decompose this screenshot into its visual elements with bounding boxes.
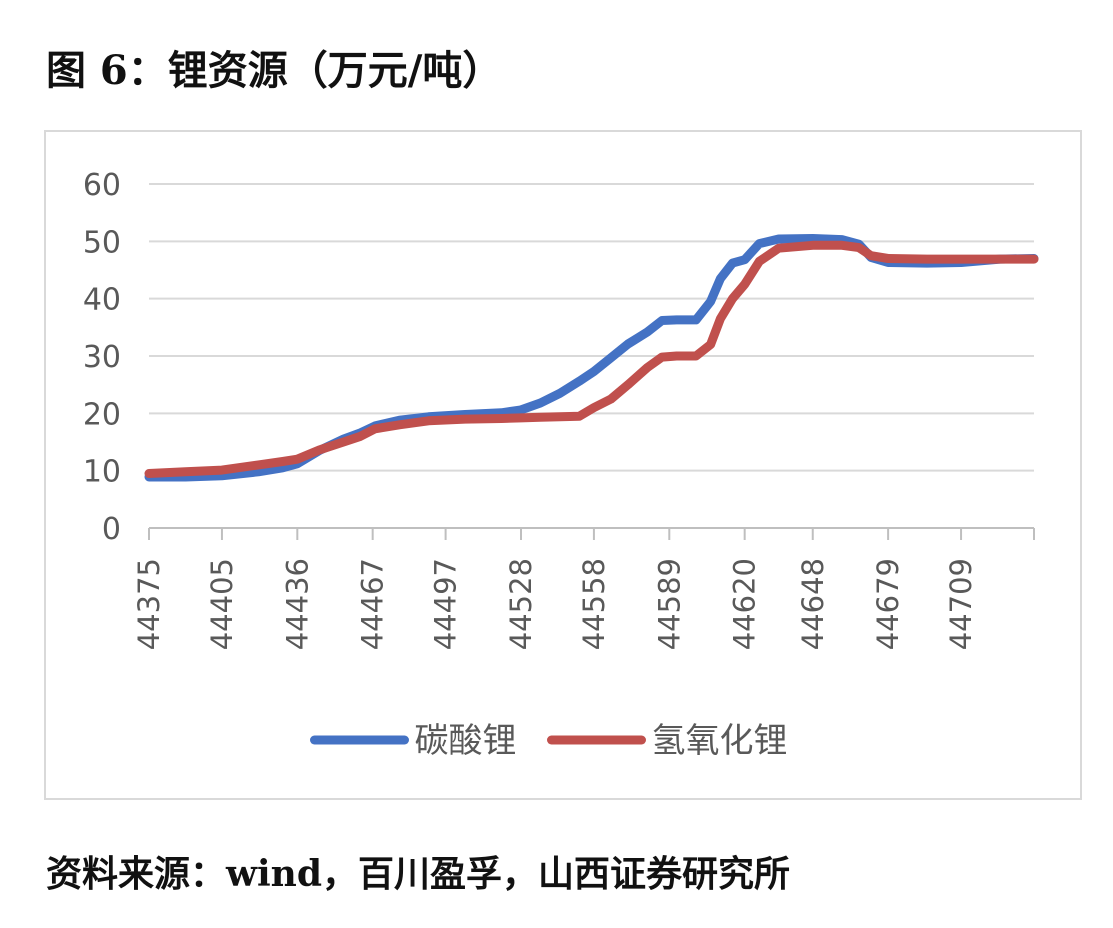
figure-source: 资料来源：wind，百川盈孚，山西证券研究所 <box>46 853 791 895</box>
figure-title: 图 6：锂资源（万元/吨） <box>46 47 503 94</box>
x-tick-label: 44467 <box>356 558 390 650</box>
x-tick-label: 44558 <box>577 558 611 650</box>
x-axis-ticks: 44375 44405 44436 44467 44497 44528 44558 44589… <box>132 558 978 650</box>
x-tick-label: 44497 <box>429 558 463 650</box>
grid-lines <box>148 183 1035 540</box>
y-tick-label: 30 <box>83 340 121 375</box>
legend: 碳酸锂 氢氧化锂 <box>310 721 788 761</box>
chart-frame: 0 10 20 30 40 50 60 44375 44405 44436 44467 44497 4… <box>44 130 1082 800</box>
legend-label: 氢氧化锂 <box>652 721 788 761</box>
y-tick-label: 20 <box>83 397 121 432</box>
x-tick-label: 44709 <box>944 558 978 650</box>
y-tick-label: 40 <box>83 283 121 318</box>
x-tick-label: 44528 <box>504 558 538 650</box>
x-tick-label: 44589 <box>652 558 686 650</box>
y-tick-label: 50 <box>83 225 121 260</box>
x-tick-label: 44620 <box>728 558 762 650</box>
y-tick-label: 60 <box>83 168 121 203</box>
legend-label: 碳酸锂 <box>415 721 517 761</box>
series-line-lithium-hydroxide <box>144 240 1039 478</box>
x-tick-label: 44679 <box>871 558 905 650</box>
x-tick-label: 44648 <box>796 558 830 650</box>
series-lines <box>144 234 1039 482</box>
y-axis-ticks: 0 10 20 30 40 50 60 <box>83 168 121 547</box>
x-tick-label: 44405 <box>205 558 239 650</box>
y-tick-label: 10 <box>83 455 121 490</box>
y-tick-label: 0 <box>102 512 121 547</box>
x-tick-label: 44436 <box>280 558 314 650</box>
x-tick-label: 44375 <box>132 558 166 650</box>
series-line-lithium-carbonate <box>144 234 1039 482</box>
